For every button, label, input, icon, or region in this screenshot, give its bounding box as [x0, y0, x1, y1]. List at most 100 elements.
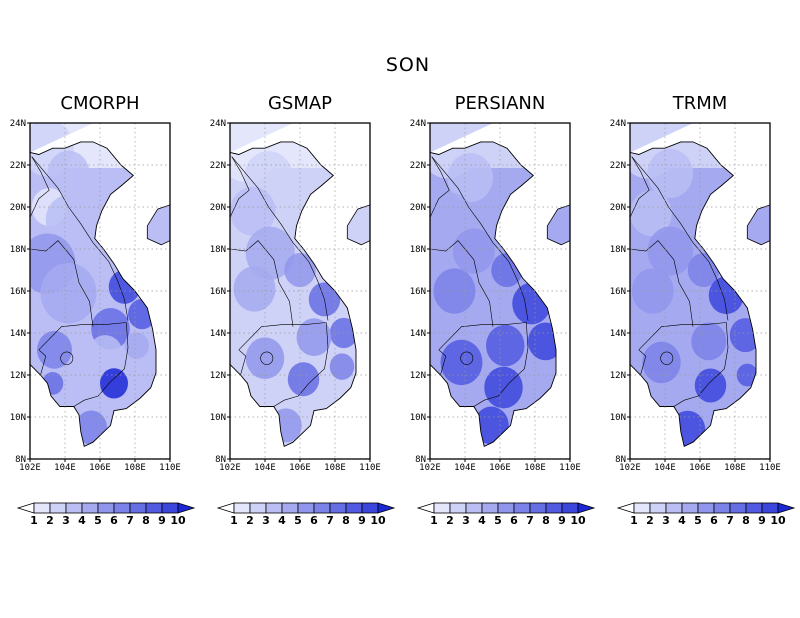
lat-tick-label: 10N	[410, 413, 426, 423]
lon-tick-label: 104E	[54, 463, 76, 473]
lon-tick-label: 106E	[89, 463, 111, 473]
lake-outline	[460, 351, 474, 365]
colorbar-max-arrow	[377, 502, 396, 514]
map-panel: 102E 104E 106E 108E 110E 8N 10N 12N 14N 16N 18N 20N…	[610, 119, 781, 473]
colorbar-label: 2	[46, 514, 54, 527]
colorbar-min-arrow	[416, 502, 435, 514]
lat-tick-label: 18N	[210, 245, 226, 255]
colorbar-swatch	[529, 502, 547, 514]
colorbar-label: 6	[310, 514, 318, 527]
lon-tick-label: 108E	[524, 463, 546, 473]
colorbar-label: 2	[646, 514, 654, 527]
country-border	[438, 322, 527, 351]
country-border	[429, 156, 450, 218]
colorbar-swatch	[513, 502, 531, 514]
colorbar-min-arrow	[16, 502, 35, 514]
colorbar-label: 8	[142, 514, 150, 527]
country-border	[629, 156, 650, 218]
colorbar-label: 4	[478, 514, 486, 527]
colorbar: 1 2 3 4 5 6 7 8 9 10	[16, 502, 196, 527]
colorbar-swatch	[433, 502, 451, 514]
colorbar-label: 8	[542, 514, 550, 527]
panel-title-persiann: PERSIANN	[454, 93, 546, 114]
colorbar-label: 7	[326, 514, 334, 527]
colorbar-swatch	[481, 502, 499, 514]
colorbar-label: 5	[294, 514, 302, 527]
colorbar-label: 7	[126, 514, 134, 527]
country-border	[431, 156, 529, 321]
colorbar-label: 7	[726, 514, 734, 527]
lon-tick-label: 104E	[654, 463, 676, 473]
colorbar-swatch	[545, 502, 563, 514]
country-border	[238, 349, 247, 376]
panel-title-trmm: TRMM	[672, 93, 728, 114]
country-border	[229, 240, 294, 327]
lat-tick-label: 12N	[210, 371, 226, 381]
colorbar-swatch	[713, 502, 731, 514]
lat-tick-label: 16N	[210, 287, 226, 297]
country-border	[31, 156, 129, 321]
colorbar-swatch	[329, 502, 347, 514]
lon-tick-label: 104E	[254, 463, 276, 473]
colorbar-swatch	[297, 502, 315, 514]
colorbar: 1 2 3 4 5 6 7 8 9 10	[416, 502, 596, 527]
lon-tick-label: 102E	[619, 463, 641, 473]
colorbar-max-arrow	[777, 502, 796, 514]
colorbar-swatch	[633, 502, 651, 514]
colorbar-label: 4	[678, 514, 686, 527]
lat-tick-label: 14N	[210, 329, 226, 339]
colorbar-label: 8	[742, 514, 750, 527]
lake-outline	[60, 351, 74, 365]
country-border	[231, 156, 329, 321]
colorbar-swatch	[161, 502, 179, 514]
colorbar-label: 10	[770, 514, 786, 527]
colorbar: 1 2 3 4 5 6 7 8 9 10	[216, 502, 396, 527]
colorbar-swatch	[249, 502, 267, 514]
lat-tick-label: 14N	[10, 329, 26, 339]
colorbar-label: 3	[462, 514, 470, 527]
colorbar-label: 1	[430, 514, 438, 527]
lon-tick-label: 102E	[219, 463, 241, 473]
lon-tick-label: 108E	[124, 463, 146, 473]
colorbar-label: 8	[342, 514, 350, 527]
lat-tick-label: 10N	[10, 413, 26, 423]
lat-tick-label: 22N	[10, 161, 26, 171]
lat-tick-label: 18N	[10, 245, 26, 255]
colorbar-label: 4	[78, 514, 86, 527]
coastline	[229, 141, 357, 448]
colorbar-swatch	[745, 502, 763, 514]
country-border	[438, 349, 447, 376]
colorbar-label: 10	[570, 514, 586, 527]
lat-tick-label: 22N	[610, 161, 626, 171]
country-border	[638, 349, 647, 376]
country-border	[29, 156, 50, 218]
colorbar-swatch	[145, 502, 163, 514]
lat-tick-label: 18N	[410, 245, 426, 255]
colorbar-label: 7	[526, 514, 534, 527]
colorbar-swatch	[649, 502, 667, 514]
colorbar-label: 1	[30, 514, 38, 527]
panel-title-cmorph: CMORPH	[60, 93, 140, 114]
colorbar-label: 6	[510, 514, 518, 527]
lat-tick-label: 12N	[410, 371, 426, 381]
colorbar-label: 4	[278, 514, 286, 527]
colorbar-swatch	[361, 502, 379, 514]
colorbar-label: 3	[62, 514, 70, 527]
country-border	[638, 322, 727, 351]
colorbar-swatch	[233, 502, 251, 514]
coastline	[629, 141, 757, 448]
lon-tick-label: 102E	[419, 463, 441, 473]
colorbar-label: 5	[94, 514, 102, 527]
lat-tick-label: 8N	[415, 455, 426, 465]
colorbar-swatch	[345, 502, 363, 514]
country-border	[273, 322, 329, 407]
colorbar-label: 6	[710, 514, 718, 527]
colorbar-label: 2	[246, 514, 254, 527]
coastline	[429, 141, 557, 448]
colorbar-swatch	[313, 502, 331, 514]
country-border	[229, 156, 250, 218]
colorbar-swatch	[729, 502, 747, 514]
lat-tick-label: 14N	[410, 329, 426, 339]
lon-tick-label: 106E	[489, 463, 511, 473]
